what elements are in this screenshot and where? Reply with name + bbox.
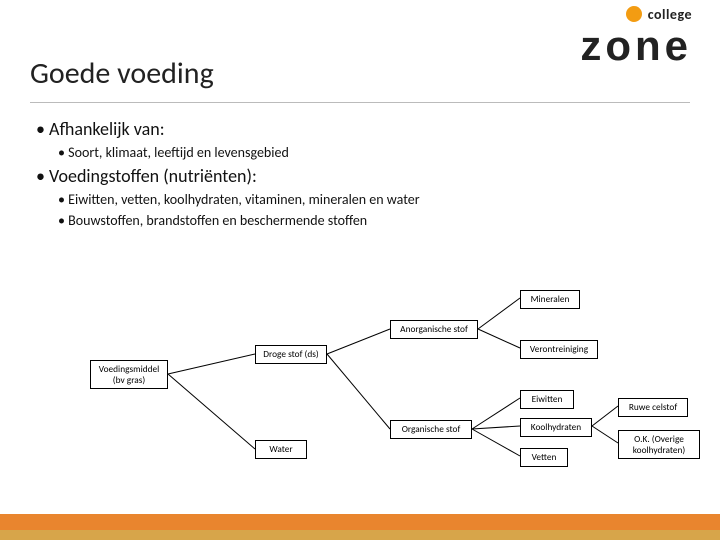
- edge-org-eiwitten: [472, 398, 520, 429]
- footer-bar: [0, 514, 720, 540]
- bullet-1-sub1: Soort, klimaat, leeftijd en levensgebied: [58, 144, 686, 161]
- node-vetten: Vetten: [520, 448, 568, 467]
- bullet-content: Afhankelijk van: Soort, klimaat, leeftij…: [36, 118, 686, 233]
- node-anorg: Anorganische stof: [390, 320, 478, 339]
- logo-zone-text: zone: [580, 22, 692, 70]
- edge-koolh-ok: [592, 426, 618, 443]
- nutrition-flowchart: Voedingsmiddel(bv gras) Droge stof (ds) Wa…: [90, 290, 670, 490]
- node-droge: Droge stof (ds): [255, 345, 327, 364]
- slide: college zone Goede voeding Afhankelijk v…: [0, 0, 720, 540]
- bullet-1: Afhankelijk van:: [36, 118, 686, 140]
- title-divider: [30, 102, 690, 103]
- bullet-2: Voedingstoffen (nutriënten):: [36, 165, 686, 187]
- edge-voedingsmiddel-droge: [168, 354, 255, 374]
- logo-dot-icon: [626, 6, 642, 22]
- flowchart-edges: [90, 290, 670, 490]
- node-ruwe: Ruwe celstof: [618, 398, 688, 417]
- bullet-2-sub2: Bouwstoffen, brandstoffen en beschermend…: [58, 212, 686, 229]
- node-verontr: Verontreiniging: [520, 340, 598, 359]
- node-water: Water: [255, 440, 307, 459]
- node-org: Organische stof: [390, 420, 472, 439]
- footer-orange-stripe: [0, 514, 720, 530]
- edge-anorg-mineralen: [478, 298, 520, 329]
- edge-voedingsmiddel-water: [168, 374, 255, 449]
- edge-anorg-verontr: [478, 329, 520, 348]
- node-mineralen: Mineralen: [520, 290, 580, 309]
- edge-org-koolh: [472, 426, 520, 429]
- node-koolh: Koolhydraten: [520, 418, 592, 437]
- edge-droge-anorg: [327, 329, 390, 354]
- logo-top: college: [626, 6, 692, 23]
- edge-org-vetten: [472, 429, 520, 456]
- edge-koolh-ruwe: [592, 406, 618, 426]
- edge-droge-org: [327, 354, 390, 429]
- node-voedingsmiddel: Voedingsmiddel(bv gras): [90, 360, 168, 389]
- bullet-2-sub1: Eiwitten, vetten, koolhydraten, vitamine…: [58, 191, 686, 208]
- logo-college-text: college: [648, 6, 692, 23]
- node-ok: O.K. (Overigekoolhydraten): [618, 430, 700, 459]
- footer-gold-stripe: [0, 530, 720, 540]
- page-title: Goede voeding: [30, 55, 214, 92]
- node-eiwitten: Eiwitten: [520, 390, 574, 409]
